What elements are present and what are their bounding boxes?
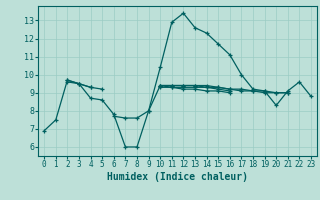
X-axis label: Humidex (Indice chaleur): Humidex (Indice chaleur) bbox=[107, 172, 248, 182]
